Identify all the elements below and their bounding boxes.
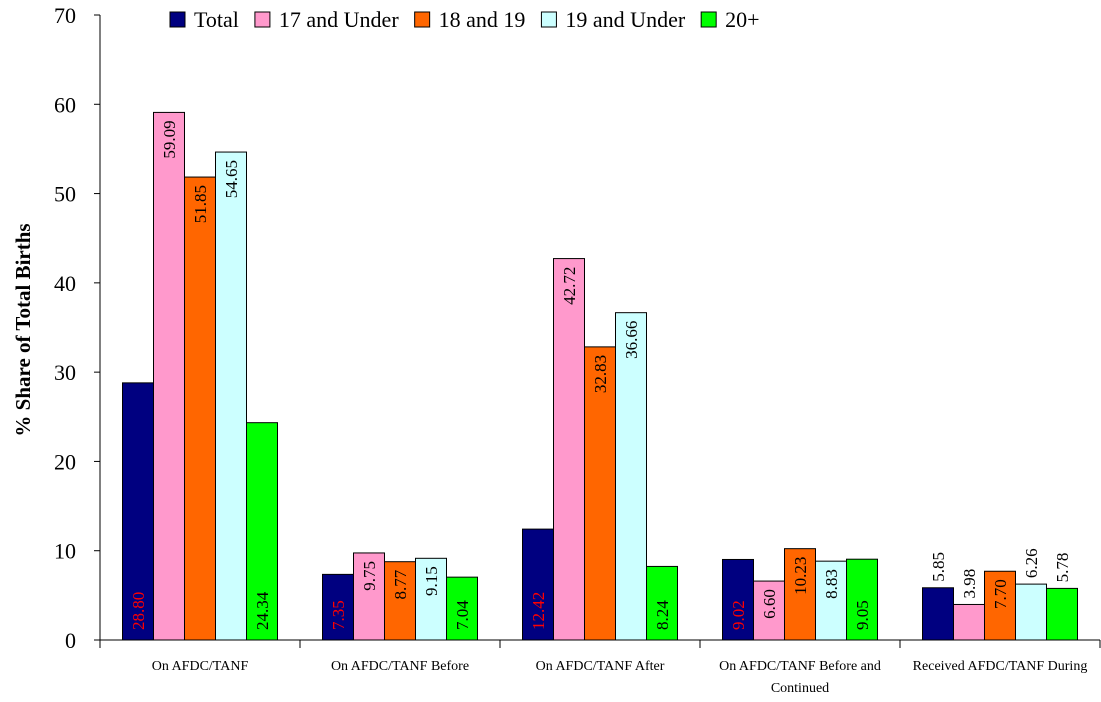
value-label: 7.70 — [991, 579, 1010, 609]
bar — [415, 557, 447, 641]
legend-swatch — [169, 11, 186, 28]
value-label: 59.09 — [160, 120, 179, 158]
bar — [384, 561, 416, 641]
bar — [1046, 587, 1078, 641]
bar — [584, 346, 616, 641]
bar — [446, 576, 478, 641]
bar — [922, 587, 954, 641]
bar — [646, 565, 678, 641]
value-label: 9.15 — [422, 566, 441, 596]
value-label: 24.34 — [253, 591, 272, 630]
y-axis-label: % Share of Total Births — [11, 223, 35, 436]
value-label: 12.42 — [529, 592, 548, 630]
bar — [846, 558, 878, 641]
legend-swatch — [700, 11, 717, 28]
value-label: 36.66 — [622, 321, 641, 359]
value-label: 9.75 — [360, 561, 379, 591]
y-tick-label: 0 — [65, 628, 76, 653]
value-label: 5.85 — [929, 552, 948, 582]
bar — [246, 422, 278, 641]
bar — [784, 548, 816, 641]
y-tick-label: 60 — [54, 92, 76, 117]
legend-label: Total — [194, 7, 239, 32]
bar — [122, 382, 154, 641]
x-tick-label: On AFDC/TANF Before and Continued — [719, 659, 881, 696]
value-label: 42.72 — [560, 267, 579, 305]
value-label: 5.78 — [1053, 553, 1072, 583]
bar — [984, 570, 1016, 641]
value-label: 8.24 — [653, 600, 672, 630]
y-tick-label: 70 — [54, 3, 76, 28]
y-tick-label: 50 — [54, 182, 76, 207]
legend-swatch — [540, 11, 557, 28]
value-label: 8.83 — [822, 569, 841, 599]
value-label: 51.85 — [191, 185, 210, 223]
bar — [215, 151, 247, 641]
value-label: 7.35 — [329, 600, 348, 630]
bar — [184, 176, 216, 641]
x-tick-label: On AFDC/TANF — [151, 659, 249, 674]
legend-label: 19 and Under — [565, 7, 685, 32]
y-tick-label: 20 — [54, 449, 76, 474]
value-label: 9.05 — [853, 600, 872, 630]
value-label: 28.80 — [129, 592, 148, 630]
legend-swatch — [414, 11, 431, 28]
value-label: 3.98 — [960, 569, 979, 599]
value-label: 54.65 — [222, 160, 241, 198]
value-label: 6.60 — [760, 589, 779, 619]
bar — [722, 558, 754, 641]
bar — [322, 573, 354, 641]
legend-label: 17 and Under — [279, 7, 399, 32]
value-label: 32.83 — [591, 355, 610, 393]
bar — [615, 312, 647, 641]
value-label: 9.02 — [729, 600, 748, 630]
bar — [522, 528, 554, 641]
value-label: 10.23 — [791, 557, 810, 595]
y-tick-label: 10 — [54, 539, 76, 564]
bar — [1015, 583, 1047, 641]
bar — [153, 111, 185, 641]
legend-swatch — [254, 11, 271, 28]
bar — [953, 603, 985, 641]
bar — [553, 258, 585, 641]
x-tick-label: On AFDC/TANF Before — [330, 659, 470, 674]
value-label: 6.26 — [1022, 548, 1041, 578]
x-tick-label: On AFDC/TANF After — [535, 659, 665, 674]
value-label: 8.77 — [391, 569, 410, 599]
legend-label: 18 and 19 — [439, 7, 526, 32]
bar — [815, 560, 847, 641]
legend-label: 20+ — [725, 7, 759, 32]
value-label: 7.04 — [453, 600, 472, 630]
y-tick-label: 40 — [54, 271, 76, 296]
bar — [753, 580, 785, 641]
x-tick-label: Received AFDC/TANF During — [912, 659, 1088, 674]
y-tick-label: 30 — [54, 360, 76, 385]
